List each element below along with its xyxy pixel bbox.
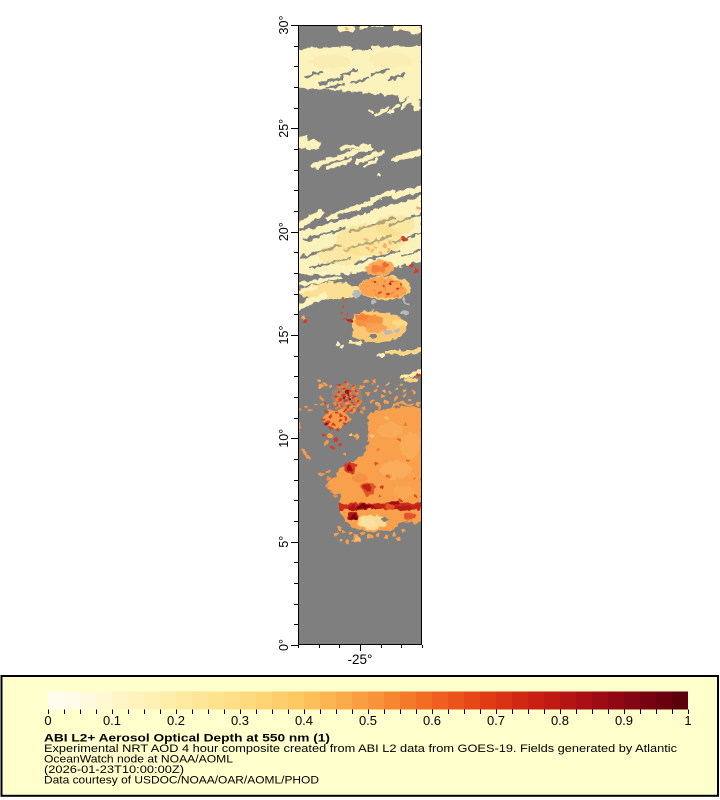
svg-text:30°: 30° [277,16,291,35]
svg-text:0.5: 0.5 [359,713,377,728]
svg-text:20°: 20° [277,222,291,241]
svg-text:0.7: 0.7 [487,713,505,728]
svg-text:OceanWatch node at NOAA/AOML: OceanWatch node at NOAA/AOML [44,753,233,765]
svg-text:ABI L2+ Aerosol Optical Depth: ABI L2+ Aerosol Optical Depth at 550 nm … [44,733,330,745]
svg-text:5°: 5° [277,536,291,548]
svg-text:0.4: 0.4 [295,713,313,728]
svg-text:Data courtesy of USDOC/NOAA/OA: Data courtesy of USDOC/NOAA/OAR/AOML/PHO… [44,774,319,786]
svg-text:(2026-01-23T10:00:00Z): (2026-01-23T10:00:00Z) [44,764,184,776]
svg-text:1: 1 [684,713,691,728]
svg-text:0.9: 0.9 [615,713,633,728]
svg-text:0.1: 0.1 [103,713,121,728]
svg-text:0.2: 0.2 [167,713,185,728]
svg-text:0°: 0° [277,639,291,651]
svg-text:10°: 10° [277,429,291,448]
svg-text:15°: 15° [277,326,291,345]
svg-text:0.8: 0.8 [551,713,569,728]
svg-text:Experimental NRT AOD 4 hour co: Experimental NRT AOD 4 hour composite cr… [44,743,678,755]
svg-text:0.6: 0.6 [423,713,441,728]
svg-text:25°: 25° [277,119,291,138]
svg-text:0: 0 [44,713,51,728]
svg-text:0.3: 0.3 [231,713,249,728]
svg-text:-25°: -25° [348,652,373,667]
